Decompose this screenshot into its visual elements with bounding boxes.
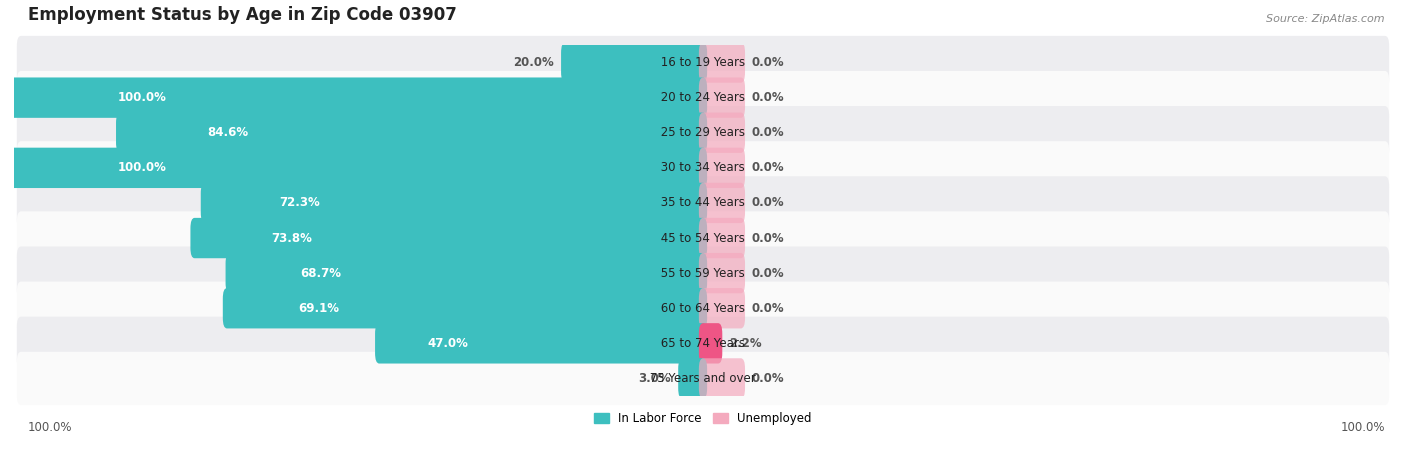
FancyBboxPatch shape — [17, 247, 1389, 300]
Text: 60 to 64 Years: 60 to 64 Years — [657, 302, 749, 315]
FancyBboxPatch shape — [699, 42, 745, 83]
Text: 0.0%: 0.0% — [752, 372, 785, 385]
FancyBboxPatch shape — [17, 36, 1389, 89]
FancyBboxPatch shape — [699, 218, 745, 258]
FancyBboxPatch shape — [17, 352, 1389, 405]
FancyBboxPatch shape — [117, 112, 707, 153]
FancyBboxPatch shape — [225, 253, 707, 293]
Text: 100.0%: 100.0% — [118, 162, 166, 174]
FancyBboxPatch shape — [699, 253, 745, 293]
FancyBboxPatch shape — [190, 218, 707, 258]
FancyBboxPatch shape — [10, 148, 707, 188]
Text: 45 to 54 Years: 45 to 54 Years — [657, 232, 749, 244]
Legend: In Labor Force, Unemployed: In Labor Force, Unemployed — [595, 412, 811, 425]
Text: 35 to 44 Years: 35 to 44 Years — [657, 197, 749, 209]
Text: Employment Status by Age in Zip Code 03907: Employment Status by Age in Zip Code 039… — [28, 6, 457, 24]
FancyBboxPatch shape — [699, 77, 745, 118]
Text: 16 to 19 Years: 16 to 19 Years — [657, 56, 749, 69]
Text: 0.0%: 0.0% — [752, 56, 785, 69]
Text: 0.0%: 0.0% — [752, 91, 785, 104]
FancyBboxPatch shape — [17, 282, 1389, 335]
FancyBboxPatch shape — [699, 288, 745, 328]
FancyBboxPatch shape — [222, 288, 707, 328]
Text: 20 to 24 Years: 20 to 24 Years — [657, 91, 749, 104]
Text: 0.0%: 0.0% — [752, 197, 785, 209]
Text: 84.6%: 84.6% — [208, 126, 249, 139]
Text: 0.0%: 0.0% — [752, 126, 785, 139]
Text: 2.2%: 2.2% — [730, 337, 762, 350]
Text: 25 to 29 Years: 25 to 29 Years — [657, 126, 749, 139]
Text: 73.8%: 73.8% — [271, 232, 312, 244]
FancyBboxPatch shape — [699, 183, 745, 223]
Text: 3.0%: 3.0% — [638, 372, 671, 385]
FancyBboxPatch shape — [699, 358, 745, 399]
Text: 47.0%: 47.0% — [427, 337, 468, 350]
Text: 100.0%: 100.0% — [118, 91, 166, 104]
Text: 0.0%: 0.0% — [752, 302, 785, 315]
FancyBboxPatch shape — [699, 112, 745, 153]
FancyBboxPatch shape — [10, 77, 707, 118]
Text: 0.0%: 0.0% — [752, 162, 785, 174]
Text: Source: ZipAtlas.com: Source: ZipAtlas.com — [1267, 14, 1385, 24]
FancyBboxPatch shape — [17, 212, 1389, 265]
Text: 20.0%: 20.0% — [513, 56, 554, 69]
Text: 30 to 34 Years: 30 to 34 Years — [657, 162, 749, 174]
FancyBboxPatch shape — [678, 358, 707, 399]
FancyBboxPatch shape — [699, 323, 723, 364]
FancyBboxPatch shape — [17, 141, 1389, 194]
Text: 68.7%: 68.7% — [301, 267, 342, 279]
Text: 69.1%: 69.1% — [298, 302, 339, 315]
Text: 55 to 59 Years: 55 to 59 Years — [657, 267, 749, 279]
FancyBboxPatch shape — [375, 323, 707, 364]
Text: 100.0%: 100.0% — [1340, 421, 1385, 433]
Text: 75 Years and over: 75 Years and over — [647, 372, 759, 385]
Text: 0.0%: 0.0% — [752, 267, 785, 279]
Text: 100.0%: 100.0% — [28, 421, 72, 433]
Text: 72.3%: 72.3% — [280, 197, 321, 209]
FancyBboxPatch shape — [17, 106, 1389, 159]
FancyBboxPatch shape — [699, 148, 745, 188]
FancyBboxPatch shape — [17, 71, 1389, 124]
FancyBboxPatch shape — [561, 42, 707, 83]
FancyBboxPatch shape — [17, 176, 1389, 230]
FancyBboxPatch shape — [201, 183, 707, 223]
Text: 65 to 74 Years: 65 to 74 Years — [657, 337, 749, 350]
Text: 0.0%: 0.0% — [752, 232, 785, 244]
FancyBboxPatch shape — [17, 317, 1389, 370]
